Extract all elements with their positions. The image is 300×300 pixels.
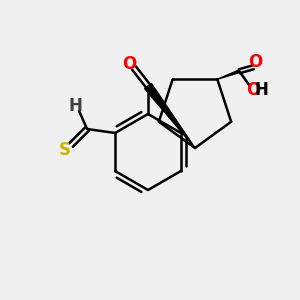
Text: O: O xyxy=(248,53,262,71)
Polygon shape xyxy=(217,70,240,79)
Text: S: S xyxy=(59,141,71,159)
Text: O: O xyxy=(246,81,260,99)
Text: H: H xyxy=(254,81,268,99)
Text: O: O xyxy=(122,55,136,73)
Text: H: H xyxy=(68,97,82,115)
Polygon shape xyxy=(145,83,195,148)
